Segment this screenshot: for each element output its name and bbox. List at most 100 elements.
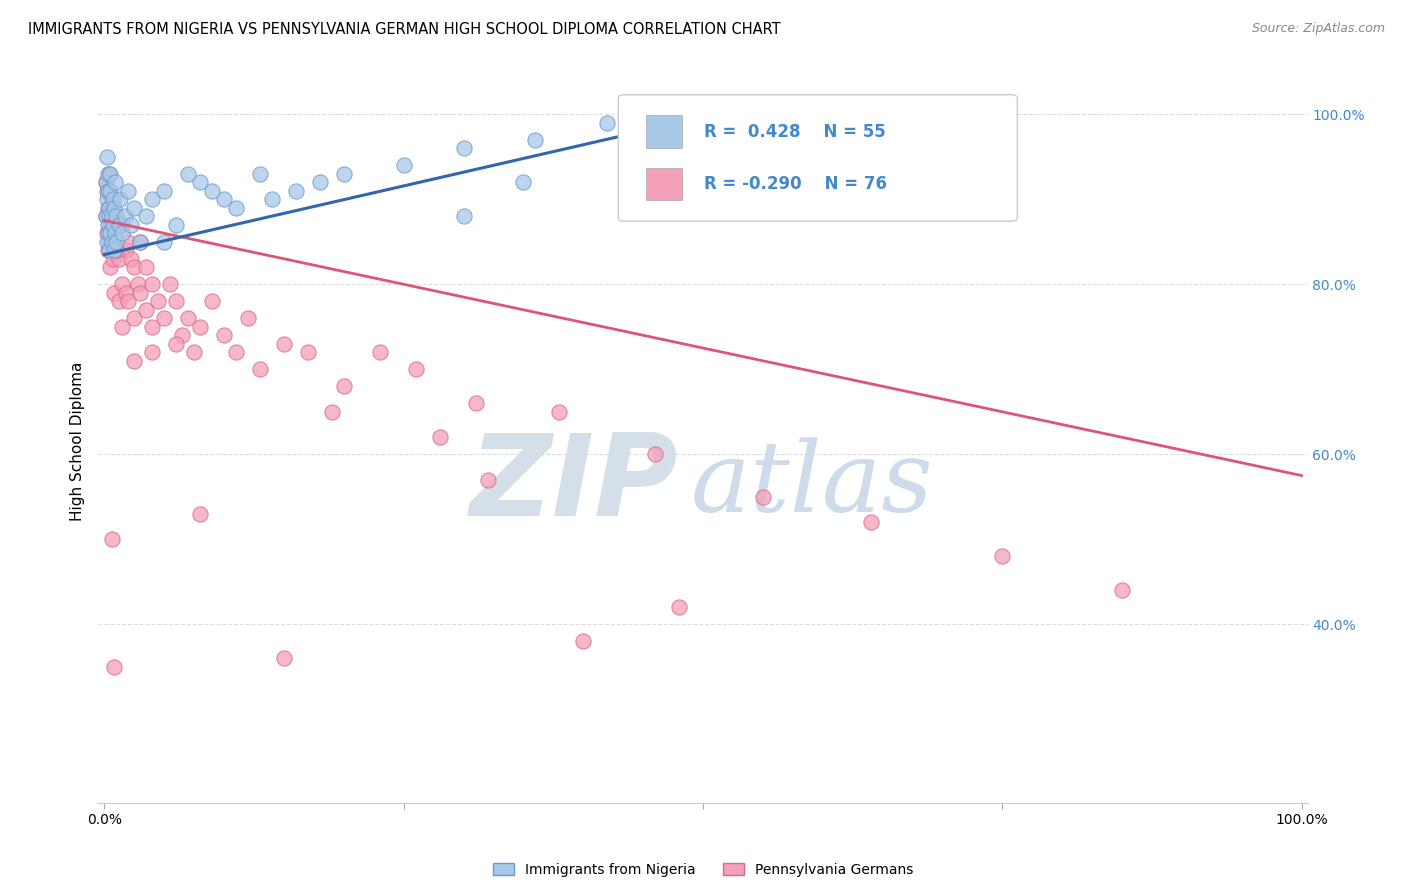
Point	[100, 192, 122, 206]
Text: IMMIGRANTS FROM NIGERIA VS PENNSYLVANIA GERMAN HIGH SCHOOL DIPLOMA CORRELATION C: IMMIGRANTS FROM NIGERIA VS PENNSYLVANIA …	[28, 22, 780, 37]
Point	[453, 141, 475, 155]
Point	[103, 227, 125, 241]
Point	[141, 192, 163, 206]
Point	[115, 285, 138, 300]
Point	[104, 175, 127, 189]
Point	[177, 311, 200, 326]
Point	[368, 345, 391, 359]
Point	[141, 319, 163, 334]
Point	[96, 227, 118, 241]
Point	[103, 201, 125, 215]
FancyBboxPatch shape	[647, 168, 682, 201]
FancyBboxPatch shape	[647, 115, 682, 148]
Point	[100, 209, 122, 223]
Point	[172, 328, 194, 343]
Point	[124, 201, 146, 215]
Point	[297, 345, 319, 359]
Point	[100, 184, 122, 198]
Point	[153, 184, 176, 198]
Point	[188, 319, 211, 334]
Point	[94, 209, 117, 223]
Point	[129, 235, 152, 249]
Point	[249, 167, 271, 181]
Point	[153, 311, 176, 326]
Point	[644, 447, 666, 461]
Point	[752, 490, 775, 504]
Point	[135, 260, 157, 275]
Point	[105, 209, 128, 223]
Point	[859, 516, 882, 530]
Point	[103, 660, 125, 674]
Point	[117, 184, 139, 198]
Point	[183, 345, 205, 359]
Point	[225, 345, 247, 359]
Point	[98, 167, 121, 181]
Point	[135, 302, 157, 317]
Point	[212, 328, 235, 343]
Text: R = -0.290    N = 76: R = -0.290 N = 76	[704, 175, 887, 194]
Point	[100, 235, 122, 249]
Point	[165, 294, 187, 309]
Point	[96, 184, 118, 198]
Point	[668, 600, 690, 615]
Point	[464, 396, 486, 410]
Point	[105, 244, 128, 258]
Point	[165, 336, 187, 351]
Point	[97, 184, 120, 198]
Point	[548, 405, 571, 419]
Point	[201, 294, 224, 309]
Point	[100, 260, 122, 275]
Point	[141, 345, 163, 359]
Point	[97, 227, 120, 241]
Point	[97, 218, 120, 232]
Point	[668, 116, 690, 130]
Point	[101, 209, 124, 223]
Point	[98, 209, 121, 223]
Point	[429, 430, 451, 444]
Point	[392, 158, 415, 172]
Point	[124, 311, 146, 326]
Point	[188, 175, 211, 189]
Point	[453, 209, 475, 223]
Point	[100, 167, 122, 181]
Point	[333, 167, 356, 181]
Point	[165, 218, 187, 232]
Point	[101, 192, 124, 206]
Point	[96, 150, 118, 164]
Point	[153, 235, 176, 249]
Point	[100, 227, 122, 241]
Point	[512, 175, 534, 189]
Y-axis label: High School Diploma: High School Diploma	[69, 362, 84, 521]
Point	[94, 175, 117, 189]
Point	[101, 218, 124, 232]
Point	[114, 209, 136, 223]
Point	[98, 244, 121, 258]
Point	[572, 634, 595, 648]
Point	[111, 218, 134, 232]
Point	[117, 294, 139, 309]
Text: atlas: atlas	[690, 437, 934, 533]
Point	[321, 405, 343, 419]
Point	[212, 192, 235, 206]
Text: ZIP: ZIP	[471, 429, 679, 541]
Point	[111, 319, 134, 334]
Point	[249, 362, 271, 376]
Point	[107, 252, 129, 266]
Point	[105, 235, 128, 249]
Point	[596, 116, 619, 130]
Point	[96, 192, 118, 206]
FancyBboxPatch shape	[619, 95, 1018, 221]
Point	[96, 235, 118, 249]
Point	[100, 533, 122, 547]
Point	[284, 184, 307, 198]
Point	[236, 311, 259, 326]
Point	[107, 294, 129, 309]
Point	[98, 235, 121, 249]
Text: R =  0.428    N = 55: R = 0.428 N = 55	[704, 123, 886, 141]
Point	[333, 379, 356, 393]
Point	[148, 294, 170, 309]
Point	[97, 167, 120, 181]
Point	[98, 201, 121, 215]
Point	[107, 218, 129, 232]
Point	[141, 277, 163, 292]
